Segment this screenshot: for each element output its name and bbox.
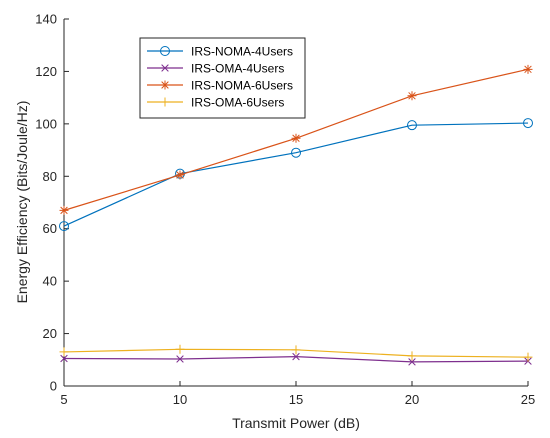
- y-axis-label: Energy Efficiency (Bits/Joule/Hz): [14, 101, 30, 304]
- marker-circle: [523, 118, 533, 129]
- data-point: [291, 147, 301, 158]
- marker-circle: [291, 147, 301, 158]
- marker-x: [408, 358, 416, 366]
- y-tick-label: 20: [43, 326, 57, 341]
- data-point: [523, 64, 533, 74]
- y-tick-label: 40: [43, 274, 57, 289]
- x-axis-label: Transmit Power (dB): [232, 415, 360, 431]
- data-point: [175, 170, 185, 180]
- data-point: [59, 347, 69, 357]
- series-irs-noma-6users: [59, 64, 533, 215]
- legend-entry: IRS-OMA-4Users: [147, 61, 284, 75]
- data-point: [59, 221, 69, 232]
- marker-circle: [59, 221, 69, 232]
- legend-marker: [160, 46, 170, 56]
- data-point: [59, 205, 69, 215]
- marker-x: [60, 354, 68, 363]
- series-irs-oma-4users: [60, 352, 532, 366]
- marker-circle: [407, 120, 417, 131]
- y-tick-label: 140: [35, 12, 57, 27]
- x-tick-label: 5: [60, 392, 67, 407]
- legend-entry: IRS-NOMA-4Users: [147, 44, 293, 58]
- legend-marker: [160, 80, 170, 90]
- data-point: [407, 120, 417, 131]
- series-irs-oma-6users: [59, 344, 533, 362]
- marker-plus: [175, 344, 185, 354]
- marker-x: [292, 352, 300, 361]
- legend-marker: [161, 64, 169, 72]
- ticks: 5 10 15 20 25 0 20 40 60 80 100 120 140: [35, 12, 535, 408]
- legend: IRS-NOMA-4Users IRS-OMA-4Users IRS-NOMA-6U…: [139, 37, 306, 119]
- series-irs-noma-4users: [59, 118, 533, 232]
- marker-x: [176, 355, 184, 363]
- marker-x: [161, 64, 169, 72]
- marker-asterisk: [160, 80, 170, 90]
- data-point: [292, 352, 300, 361]
- data-point: [291, 345, 301, 355]
- marker-plus: [523, 352, 533, 362]
- data-point: [408, 358, 416, 366]
- y-tick-label: 60: [43, 221, 57, 236]
- legend-label: IRS-NOMA-4Users: [191, 44, 293, 58]
- legend-marker: [160, 97, 170, 107]
- marker-asterisk: [407, 91, 417, 101]
- marker-asterisk: [291, 133, 301, 143]
- data-point: [407, 351, 417, 361]
- series: [59, 64, 533, 366]
- x-tick-label: 20: [405, 392, 419, 407]
- marker-plus: [291, 345, 301, 355]
- data-point: [60, 354, 68, 363]
- legend-entry: IRS-NOMA-6Users: [147, 78, 293, 92]
- data-point: [175, 344, 185, 354]
- legend-entries: IRS-NOMA-4Users IRS-OMA-4Users IRS-NOMA-6U…: [147, 44, 293, 109]
- marker-circle: [160, 46, 170, 56]
- marker-plus: [160, 97, 170, 107]
- marker-plus: [407, 351, 417, 361]
- data-point: [176, 355, 184, 363]
- legend-label: IRS-OMA-6Users: [191, 95, 284, 109]
- legend-label: IRS-OMA-4Users: [191, 61, 284, 75]
- data-point: [291, 133, 301, 143]
- y-tick-label: 0: [50, 379, 57, 394]
- y-tick-label: 100: [35, 116, 57, 131]
- x-tick-label: 10: [173, 392, 187, 407]
- series-line: [63, 356, 529, 363]
- x-tick-label: 25: [521, 392, 535, 407]
- legend-entry: IRS-OMA-6Users: [147, 95, 284, 109]
- marker-asterisk: [523, 64, 533, 74]
- y-tick-label: 120: [35, 64, 57, 79]
- series-line: [63, 122, 529, 227]
- data-point: [407, 91, 417, 101]
- marker-plus: [59, 347, 69, 357]
- x-tick-label: 15: [289, 392, 303, 407]
- data-point: [523, 118, 533, 129]
- legend-label: IRS-NOMA-6Users: [191, 78, 293, 92]
- marker-asterisk: [59, 205, 69, 215]
- marker-asterisk: [175, 170, 185, 180]
- data-point: [523, 352, 533, 362]
- y-tick-label: 80: [43, 169, 57, 184]
